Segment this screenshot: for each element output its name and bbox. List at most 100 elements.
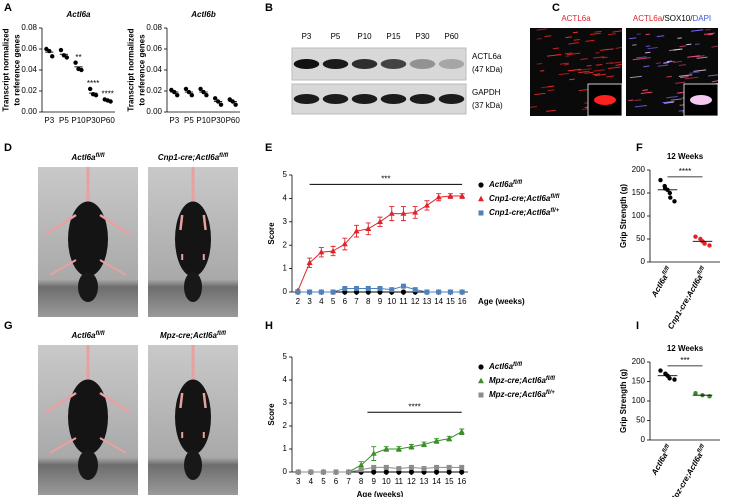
x-tick-label: 12 — [407, 477, 416, 486]
data-point — [58, 47, 64, 53]
cell-streak — [586, 64, 592, 67]
y-tick-label: 50 — [636, 234, 645, 243]
data-point — [447, 289, 453, 295]
data-point — [358, 461, 365, 468]
blot-band — [351, 94, 378, 104]
y-tick-label: 2 — [283, 240, 288, 249]
x-tick-label: 9 — [378, 297, 383, 306]
data-point — [371, 464, 377, 470]
superscript: fl/fl — [550, 194, 559, 200]
lane-label: P3 — [302, 32, 312, 41]
cell-streak — [594, 73, 606, 77]
x-axis-label: Age (weeks) — [357, 490, 404, 497]
y-tick-label: 0.08 — [146, 23, 162, 32]
panel-letter: B — [265, 2, 273, 14]
lane-label: P10 — [357, 32, 372, 41]
superscript: fl/fl — [696, 265, 706, 276]
y-tick-label: 0.04 — [146, 65, 162, 74]
x-tick-label: 8 — [359, 477, 364, 486]
cell-streak — [628, 99, 634, 102]
y-tick-label: 100 — [632, 396, 646, 405]
cell-streak — [666, 60, 672, 63]
x-tick-label: 6 — [334, 477, 339, 486]
leg — [45, 391, 77, 414]
y-tick-label: 0 — [283, 287, 288, 296]
panel-letter: C — [552, 2, 560, 14]
data-point — [400, 283, 406, 289]
superscript: fl/+ — [546, 390, 555, 396]
cell-streak — [644, 51, 651, 54]
cell-streak — [664, 101, 674, 104]
y-tick-label: 200 — [632, 357, 646, 366]
cell-streak — [655, 62, 662, 64]
x-tick-label: 8 — [366, 297, 371, 306]
legend-marker — [478, 364, 484, 370]
panel-letter: A — [4, 2, 12, 14]
cell-streak — [666, 96, 678, 99]
y-tick-label: 1 — [283, 444, 288, 453]
x-tick-label: Actl6afl/fl — [649, 443, 674, 478]
x-tick-label: P60 — [101, 116, 116, 125]
data-point — [233, 102, 238, 107]
y-axis-label: Score — [267, 222, 276, 245]
x-tick-label: 16 — [457, 477, 466, 486]
cell-streak — [607, 66, 621, 69]
data-point — [446, 464, 452, 470]
data-point — [50, 54, 55, 59]
cell-streak — [678, 64, 687, 66]
data-point — [421, 466, 427, 472]
cell-streak — [708, 33, 713, 36]
cell-streak — [573, 39, 580, 41]
cell-streak — [634, 104, 648, 108]
blot-band — [322, 59, 349, 69]
data-point — [388, 210, 395, 216]
cell-streak — [534, 92, 546, 96]
cell-streak — [629, 37, 637, 40]
data-point — [330, 247, 337, 254]
inset-nucleus — [594, 95, 616, 105]
legend-marker — [478, 210, 484, 216]
data-point — [346, 469, 352, 475]
legend-label: Cnp1-cre;Actl6afl/fl — [489, 194, 560, 204]
cell-streak — [640, 91, 653, 94]
significance-label: **** — [101, 90, 113, 99]
data-point — [436, 289, 442, 295]
superscript: fl/fl — [513, 362, 522, 368]
y-tick-label: 0.00 — [146, 107, 162, 116]
data-point — [421, 441, 427, 447]
cell-streak — [647, 47, 658, 50]
photo-label: Mpz-cre;Actl6afl/fl — [160, 331, 226, 341]
y-tick-label: 0.00 — [21, 107, 37, 116]
cell-streak — [687, 55, 700, 58]
cell-streak — [605, 62, 613, 64]
photo-label: Actl6afl/fl — [70, 331, 104, 341]
legend-label: Cnp1-cre;Actl6afl/+ — [489, 208, 560, 218]
panel-letter: H — [265, 320, 273, 332]
data-point — [672, 377, 677, 382]
data-point — [353, 227, 360, 234]
data-point — [459, 289, 465, 295]
data-point — [424, 289, 430, 295]
x-tick-label: 2 — [296, 297, 301, 306]
cell-streak — [595, 63, 603, 66]
cell-streak — [684, 76, 699, 80]
data-point — [408, 469, 415, 475]
x-tick-label: P30 — [211, 116, 226, 125]
cell-streak — [678, 91, 684, 94]
cell-streak — [547, 89, 555, 92]
label-text: Cnp1-cre;Actl6a — [489, 208, 551, 217]
lane-label: P60 — [444, 32, 459, 41]
mouse-body — [175, 201, 211, 277]
y-axis-label: Grip Strength (g) — [619, 184, 628, 248]
inset-nucleus — [690, 95, 712, 105]
label-text: Cnp1-cre;Actl6a — [158, 153, 220, 162]
superscript: fl/fl — [219, 153, 228, 159]
leg — [45, 213, 77, 236]
cell-streak — [645, 45, 651, 47]
x-tick-label: 12 — [411, 297, 420, 306]
data-point — [64, 55, 70, 60]
data-point — [318, 289, 324, 295]
x-tick-label: 13 — [420, 477, 429, 486]
cell-streak — [593, 69, 605, 72]
